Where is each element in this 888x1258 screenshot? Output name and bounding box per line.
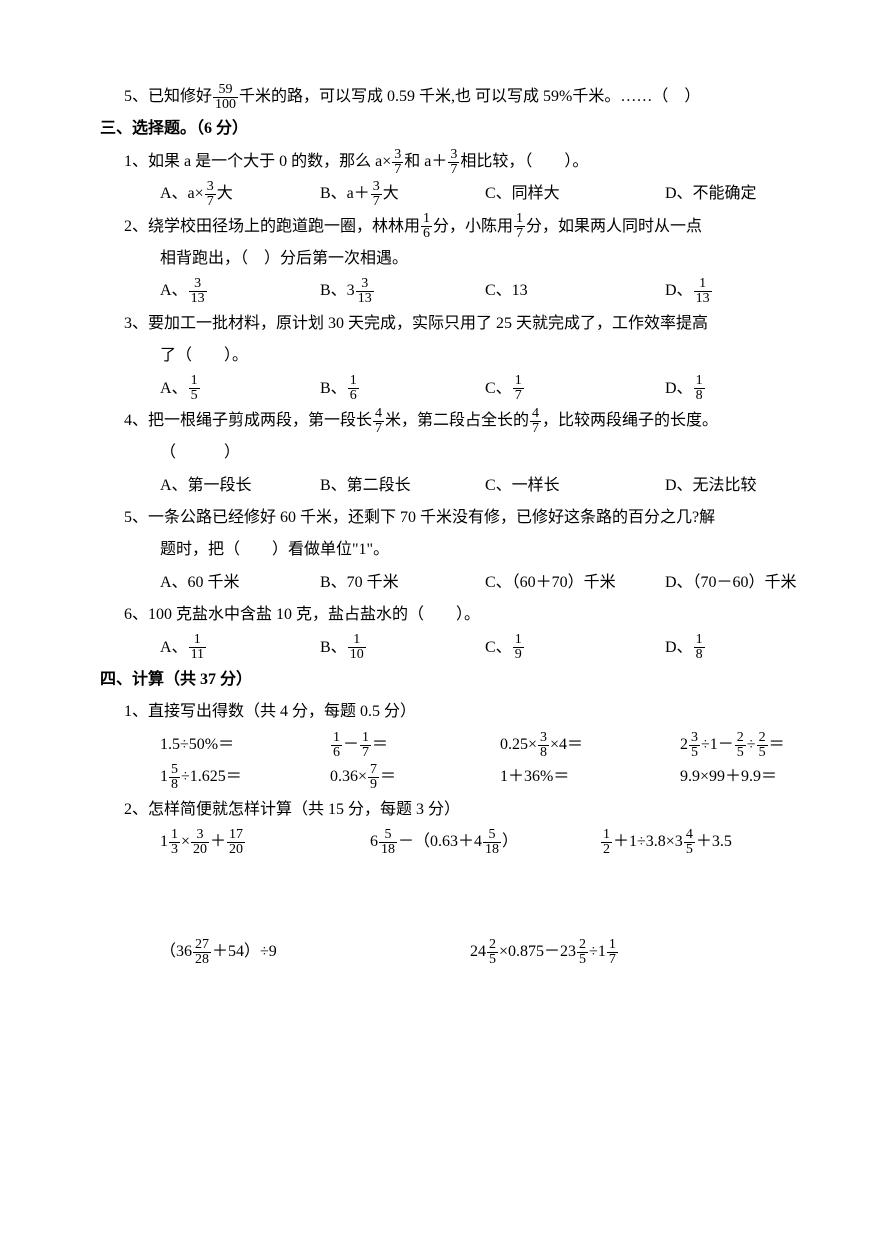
section4-title: 四、计算（共 37 分） — [100, 665, 788, 695]
option-d: D、不能确定 — [665, 179, 757, 209]
s3-q2-l1: 2、绕学校田径场上的跑道跑一圈，林林用16分，小陈用17分，如果两人同时从一点 — [100, 212, 788, 242]
calc-item: 2425×0.875－2325÷117 — [470, 937, 619, 967]
s3-q1-opts: A、a×37大 B、a＋37大 C、同样大 D、不能确定 — [100, 179, 788, 209]
option-d: D、113 — [665, 276, 713, 306]
calc-item: 113×320＋1720 — [160, 827, 370, 857]
fraction: 59100 — [213, 83, 238, 112]
text: 和 a＋ — [404, 153, 447, 170]
calc-item: 1＋36%＝ — [500, 762, 680, 792]
s4-q1-row1: 1.5÷50%＝ 16－17＝ 0.25×38×4＝ 235÷1－25÷25＝ — [100, 730, 788, 760]
s3-q5-l2: 题时，把（ ）看做单位"1"。 — [100, 535, 788, 565]
s4-q1-row2: 158÷1.625＝ 0.36×79＝ 1＋36%＝ 9.9×99＋9.9＝ — [100, 762, 788, 792]
s3-q2-l2: 相背跑出，（ ）分后第一次相遇。 — [100, 244, 788, 274]
fraction: 16 — [421, 212, 432, 241]
calc-item: 235÷1－25÷25＝ — [680, 730, 785, 760]
s3-q4-opts: A、第一段长 B、第二段长 C、一样长 D、无法比较 — [100, 471, 788, 501]
option-a: A、15 — [160, 374, 320, 404]
s3-q4-l1: 4、把一根绳子剪成两段，第一段长47米，第二段占全长的47，比较两段绳子的长度。 — [100, 406, 788, 436]
s2-q5: 5、已知修好59100千米的路，可以写成 0.59 千米,也 可以写成 59%千… — [100, 82, 788, 112]
option-b: B、110 — [320, 633, 485, 663]
option-d: D、18 — [665, 633, 706, 663]
s3-q6-l1: 6、100 克盐水中含盐 10 克，盐占盐水的（ ）。 — [100, 600, 788, 630]
option-c: C、（60＋70）千米 — [485, 568, 665, 598]
option-b: B、16 — [320, 374, 485, 404]
text: 米，第二段占全长的 — [385, 412, 529, 429]
calc-item: 0.25×38×4＝ — [500, 730, 680, 760]
text: 1、如果 a 是一个大于 0 的数，那么 a× — [124, 153, 391, 170]
text: 分，小陈用 — [433, 218, 513, 235]
fraction: 37 — [448, 148, 459, 177]
text: 4、把一根绳子剪成两段，第一段长 — [124, 412, 372, 429]
s4-q1-title: 1、直接写出得数（共 4 分，每题 0.5 分） — [100, 697, 788, 727]
option-d: D、无法比较 — [665, 471, 757, 501]
calc-item: 9.9×99＋9.9＝ — [680, 762, 777, 792]
option-a: A、a×37大 — [160, 179, 320, 209]
text: 相比较，（ ）。 — [460, 153, 588, 170]
fraction: 47 — [530, 407, 541, 436]
text: 千米的路，可以写成 0.59 千米,也 可以写成 59%千米。……（ ） — [239, 88, 700, 105]
s3-q6-opts: A、111 B、110 C、19 D、18 — [100, 633, 788, 663]
option-b: B、a＋37大 — [320, 179, 485, 209]
option-c: C、17 — [485, 374, 665, 404]
option-c: C、一样长 — [485, 471, 665, 501]
text: ，比较两段绳子的长度。 — [542, 412, 718, 429]
fraction: 47 — [373, 407, 384, 436]
calc-item: 1.5÷50%＝ — [160, 730, 330, 760]
option-c: C、19 — [485, 633, 665, 663]
s3-q1: 1、如果 a 是一个大于 0 的数，那么 a×37和 a＋37相比较，（ ）。 — [100, 147, 788, 177]
option-b: B、70 千米 — [320, 568, 485, 598]
s3-q3-l2: 了（ ）。 — [100, 341, 788, 371]
text: 2、绕学校田径场上的跑道跑一圈，林林用 — [124, 218, 420, 235]
option-d: D、（70－60）千米 — [665, 568, 797, 598]
option-c: C、同样大 — [485, 179, 665, 209]
calc-item: （362728＋54）÷9 — [160, 937, 470, 967]
option-b: B、3313 — [320, 276, 485, 306]
option-c: C、13 — [485, 276, 665, 306]
s3-q4-l2: （ ） — [100, 438, 788, 468]
s3-q3-l1: 3、要加工一批材料，原计划 30 天完成，实际只用了 25 天就完成了，工作效率… — [100, 309, 788, 339]
fraction: 17 — [514, 212, 525, 241]
s4-q2-row1: 113×320＋1720 6518－（0.63＋4518） 12＋1÷3.8×3… — [100, 827, 788, 857]
section3-title: 三、选择题。（6 分） — [100, 114, 788, 144]
option-b: B、第二段长 — [320, 471, 485, 501]
option-d: D、18 — [665, 374, 706, 404]
calc-item: 6518－（0.63＋4518） — [370, 827, 600, 857]
text: 分，如果两人同时从一点 — [526, 218, 702, 235]
s4-q2-title: 2、怎样简便就怎样计算（共 15 分，每题 3 分） — [100, 795, 788, 825]
calc-item: 16－17＝ — [330, 730, 500, 760]
s3-q5-opts: A、60 千米 B、70 千米 C、（60＋70）千米 D、（70－60）千米 — [100, 568, 788, 598]
s3-q5-l1: 5、一条公路已经修好 60 千米，还剩下 70 千米没有修，已修好这条路的百分之… — [100, 503, 788, 533]
option-a: A、第一段长 — [160, 471, 320, 501]
option-a: A、313 — [160, 276, 320, 306]
s3-q2-opts: A、313 B、3313 C、13 D、113 — [100, 276, 788, 306]
text: 5、已知修好 — [124, 88, 212, 105]
fraction: 37 — [392, 148, 403, 177]
calc-item: 0.36×79＝ — [330, 762, 500, 792]
calc-item: 12＋1÷3.8×345＋3.5 — [600, 827, 732, 857]
calc-item: 158÷1.625＝ — [160, 762, 330, 792]
s3-q3-opts: A、15 B、16 C、17 D、18 — [100, 374, 788, 404]
option-a: A、111 — [160, 633, 320, 663]
s4-q2-row2: （362728＋54）÷9 2425×0.875－2325÷117 — [100, 937, 788, 967]
option-a: A、60 千米 — [160, 568, 320, 598]
